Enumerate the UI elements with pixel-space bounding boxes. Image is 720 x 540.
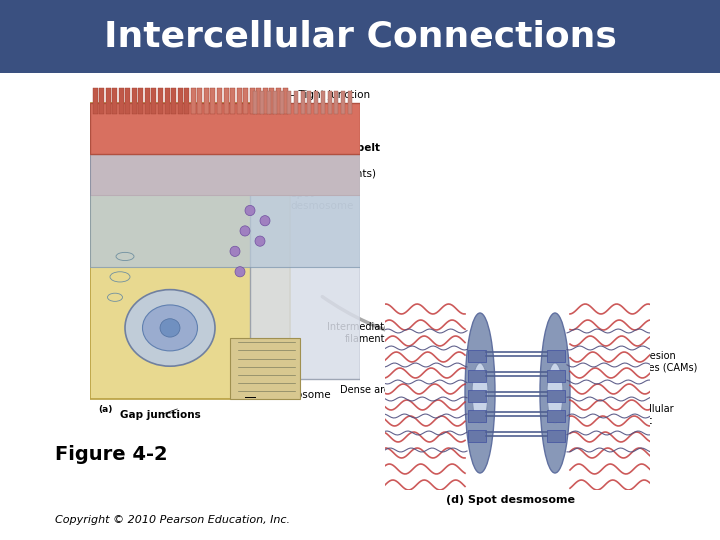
Bar: [269, 88, 274, 113]
Text: Hemidesmosome: Hemidesmosome: [228, 390, 330, 400]
Bar: [178, 88, 183, 113]
Bar: [0, 0, 720, 73]
Text: – Adhesion belt: – Adhesion belt: [263, 143, 380, 153]
Bar: [237, 88, 242, 113]
Bar: [468, 350, 486, 362]
Bar: [280, 91, 284, 113]
Text: Intercellular
cement: Intercellular cement: [608, 404, 674, 426]
Ellipse shape: [240, 226, 250, 236]
Bar: [256, 88, 261, 113]
Bar: [287, 91, 291, 113]
Bar: [547, 410, 565, 422]
Ellipse shape: [260, 215, 270, 226]
Bar: [171, 88, 176, 113]
Text: (a): (a): [98, 404, 112, 414]
Ellipse shape: [547, 363, 563, 423]
Bar: [230, 88, 235, 113]
Text: Intermediate
filaments: Intermediate filaments: [327, 322, 411, 344]
Bar: [253, 91, 257, 113]
Bar: [547, 390, 565, 402]
Bar: [90, 154, 360, 195]
Bar: [468, 390, 486, 402]
Bar: [348, 91, 352, 113]
Bar: [184, 88, 189, 113]
Bar: [341, 91, 345, 113]
Bar: [92, 88, 97, 113]
Bar: [263, 88, 268, 113]
Bar: [547, 370, 565, 382]
Bar: [204, 88, 209, 113]
Text: Copyright © 2010 Pearson Education, Inc.: Copyright © 2010 Pearson Education, Inc.: [55, 515, 290, 525]
Ellipse shape: [230, 246, 240, 256]
Ellipse shape: [245, 205, 255, 215]
Bar: [125, 88, 130, 113]
Bar: [197, 88, 202, 113]
Bar: [468, 430, 486, 442]
Bar: [145, 88, 150, 113]
Bar: [230, 338, 300, 400]
Ellipse shape: [465, 313, 495, 473]
Bar: [274, 91, 277, 113]
Ellipse shape: [143, 305, 197, 351]
Ellipse shape: [235, 267, 245, 277]
Text: – Tight junction: – Tight junction: [263, 90, 370, 100]
Bar: [90, 154, 360, 267]
Bar: [547, 430, 565, 442]
Bar: [468, 370, 486, 382]
Bar: [217, 88, 222, 113]
Bar: [132, 88, 137, 113]
Bar: [158, 88, 163, 113]
Text: Cell adhesion
molecules (CAMs): Cell adhesion molecules (CAMs): [599, 351, 698, 373]
Bar: [328, 91, 332, 113]
Bar: [300, 91, 305, 113]
Bar: [138, 88, 143, 113]
Bar: [250, 113, 360, 379]
Bar: [314, 91, 318, 113]
Text: Spot
desmosome: Spot desmosome: [263, 189, 354, 211]
Bar: [112, 88, 117, 113]
Bar: [276, 88, 281, 113]
Bar: [334, 91, 338, 113]
Bar: [106, 88, 111, 113]
Bar: [99, 88, 104, 113]
Ellipse shape: [540, 313, 570, 473]
Bar: [282, 88, 287, 113]
Bar: [307, 91, 311, 113]
Bar: [210, 88, 215, 113]
Bar: [294, 91, 297, 113]
Ellipse shape: [255, 236, 265, 246]
Text: (d) Spot desmosome: (d) Spot desmosome: [446, 495, 575, 505]
Bar: [90, 103, 360, 154]
Bar: [321, 91, 325, 113]
Bar: [250, 88, 255, 113]
Bar: [547, 350, 565, 362]
Ellipse shape: [472, 363, 488, 423]
Bar: [266, 91, 271, 113]
Bar: [151, 88, 156, 113]
Bar: [119, 88, 124, 113]
FancyArrowPatch shape: [323, 296, 413, 341]
Text: Cytoskeleton
(actin filaments): Cytoskeleton (actin filaments): [263, 157, 376, 179]
Bar: [223, 88, 228, 113]
Text: Dense area: Dense area: [340, 384, 421, 395]
Bar: [468, 410, 486, 422]
Text: Gap junctions: Gap junctions: [120, 409, 200, 420]
Text: Figure 4-2: Figure 4-2: [55, 446, 168, 464]
Bar: [191, 88, 196, 113]
Bar: [243, 88, 248, 113]
Ellipse shape: [160, 319, 180, 337]
Bar: [90, 103, 290, 400]
Ellipse shape: [125, 289, 215, 366]
Bar: [165, 88, 170, 113]
Bar: [260, 91, 264, 113]
Text: Intercellular Connections: Intercellular Connections: [104, 19, 616, 53]
